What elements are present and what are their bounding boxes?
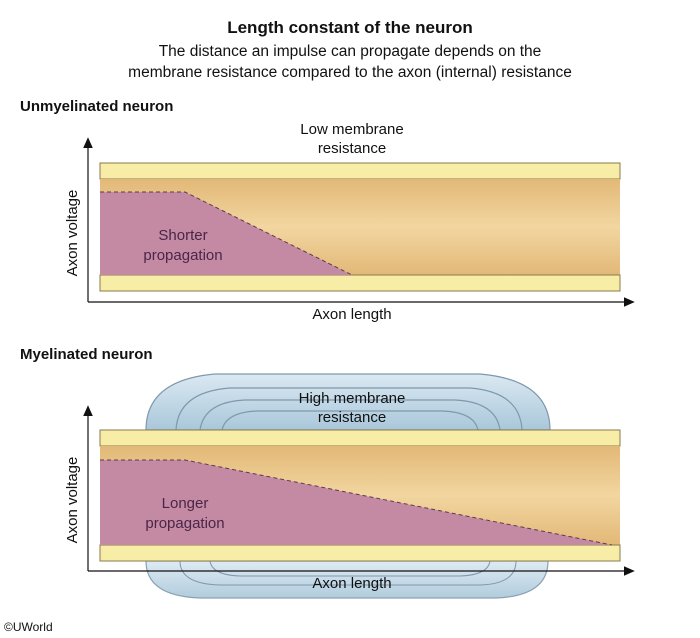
y-axis-label-myelinated: Axon voltage <box>64 456 81 544</box>
voltage-decay-line <box>100 191 353 276</box>
page-subtitle: The distance an impulse can propagate de… <box>0 41 700 83</box>
label-line-2: propagation <box>145 515 225 532</box>
longer-propagation-label: Longer propagation <box>120 494 250 534</box>
bottom-membrane <box>99 274 621 292</box>
label-line-2: resistance <box>317 409 387 426</box>
page-title: Length constant of the neuron <box>227 18 473 37</box>
label-line-1: Low membrane <box>300 121 404 138</box>
unmyelinated-axon <box>99 162 621 292</box>
copyright-notice: ©UWorld <box>4 620 53 634</box>
label-line-2: resistance <box>317 140 387 157</box>
shorter-propagation-label: Shorter propagation <box>118 226 248 266</box>
label-line-1: Shorter <box>158 227 208 244</box>
label-line-1: Longer <box>161 495 209 512</box>
voltage-decay-line <box>100 459 613 546</box>
top-membrane <box>99 429 621 447</box>
high-membrane-resistance-label: High membrane resistance <box>252 389 452 427</box>
voltage-decay-area <box>100 460 612 545</box>
low-membrane-resistance-label: Low membrane resistance <box>252 120 452 158</box>
label-line-2: propagation <box>143 247 223 264</box>
x-axis-label-unmyelinated: Axon length <box>312 306 392 323</box>
myelinated-axon <box>99 429 621 562</box>
x-axis-label-myelinated: Axon length <box>312 575 392 592</box>
y-axis-label-unmyelinated: Axon voltage <box>64 189 81 277</box>
label-line-1: High membrane <box>298 390 406 407</box>
subtitle-line-2: membrane resistance compared to the axon… <box>128 64 572 81</box>
top-myelin-sheath <box>145 373 551 431</box>
myelinated-section-title: Myelinated neuron <box>20 346 153 363</box>
unmyelinated-section-title: Unmyelinated neuron <box>20 98 174 115</box>
top-membrane <box>99 162 621 180</box>
voltage-decay-area <box>100 192 352 275</box>
bottom-myelin-sheath <box>145 560 549 599</box>
bottom-membrane <box>99 544 621 562</box>
subtitle-line-1: The distance an impulse can propagate de… <box>158 43 542 60</box>
